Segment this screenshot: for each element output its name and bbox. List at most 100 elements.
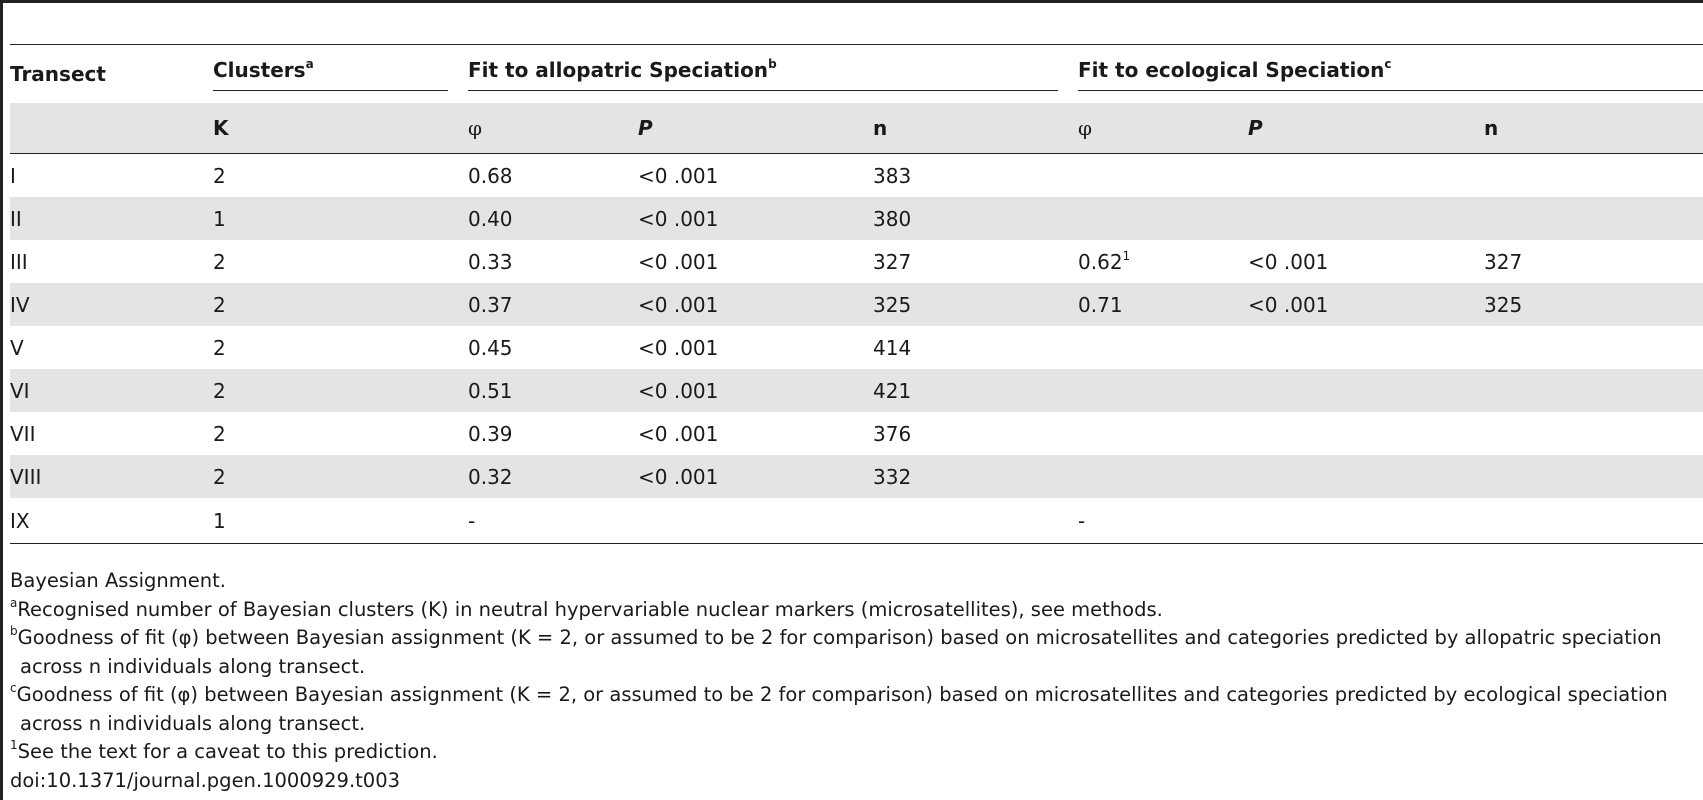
cell-p-allopatric: <0 .001 — [638, 412, 873, 455]
cell-p-ecological: <0 .001 — [1248, 240, 1484, 283]
cell-phi-ecological-value: - — [1078, 508, 1086, 533]
table-footnotes: Bayesian Assignment. aRecognised number … — [10, 567, 1668, 795]
footnote-b-continuation: across n individuals along transect. — [20, 654, 366, 678]
left-border-rule — [0, 0, 3, 800]
cell-transect: IV — [10, 283, 213, 326]
cell-k-value: 2 — [213, 378, 226, 403]
cell-transect-value: VI — [10, 378, 30, 403]
footnote-1-mark: 1 — [10, 738, 18, 752]
cell-n-ecological-value: 327 — [1484, 249, 1523, 274]
header-clusters-label: Clusters — [213, 57, 306, 82]
cell-phi-allopatric: 0.40 — [468, 197, 638, 240]
cell-phi-allopatric-value: - — [468, 508, 476, 533]
cell-n-allopatric: 380 — [873, 197, 1079, 240]
cell-phi-ecological: - — [1078, 498, 1249, 544]
cell-k-value: 2 — [213, 292, 226, 317]
cell-n-ecological — [1484, 455, 1703, 498]
header-row-groups: Transect Clustersa Fit to allopatric Spe… — [10, 44, 1703, 103]
cell-n-ecological: 327 — [1484, 240, 1703, 283]
cell-phi-allopatric-value: 0.33 — [468, 249, 513, 274]
cell-p-allopatric-value: <0 .001 — [638, 421, 719, 446]
header-transect-label: Transect — [10, 62, 106, 86]
table-row: IV 2 0.37 <0 .001 325 0.71 <0 .001 325 — [10, 283, 1703, 326]
table-row: V 2 0.45 <0 .001 414 — [10, 326, 1703, 369]
cell-phi-ecological — [1078, 369, 1249, 412]
cell-phi-allopatric: - — [468, 498, 638, 544]
subheader-n-ecological: n — [1484, 103, 1703, 154]
cell-k: 2 — [213, 283, 468, 326]
cell-n-allopatric-value: 325 — [873, 292, 912, 317]
cell-p-allopatric: <0 .001 — [638, 455, 873, 498]
cell-p-allopatric-value: <0 .001 — [638, 163, 719, 188]
cell-p-allopatric-value: <0 .001 — [638, 292, 719, 317]
cell-p-ecological — [1248, 455, 1485, 498]
cell-p-ecological — [1248, 154, 1484, 198]
cell-p-allopatric: <0 .001 — [638, 197, 873, 240]
header-transect: Transect — [10, 44, 213, 103]
header-clusters: Clustersa — [213, 44, 468, 103]
cell-p-allopatric-value: <0 .001 — [638, 464, 719, 489]
cell-phi-allopatric: 0.68 — [468, 154, 638, 198]
footnote-a-mark: a — [10, 595, 18, 610]
cell-phi-allopatric: 0.45 — [468, 326, 638, 369]
cell-n-allopatric-value: 421 — [873, 378, 912, 403]
cell-transect: VII — [10, 412, 213, 455]
cell-n-allopatric-value: 332 — [873, 464, 912, 489]
cell-transect: I — [10, 154, 213, 198]
cell-n-ecological — [1484, 498, 1703, 544]
cell-p-allopatric-value: <0 .001 — [638, 335, 719, 360]
table-row: II 1 0.40 <0 .001 380 — [10, 197, 1703, 240]
subheader-p-ecological: P — [1248, 103, 1485, 154]
cell-p-ecological-value: <0 .001 — [1248, 292, 1329, 317]
cell-phi-allopatric-value: 0.45 — [468, 335, 513, 360]
cell-k-value: 2 — [213, 464, 226, 489]
cell-phi-ecological — [1078, 455, 1249, 498]
cell-k-value: 1 — [213, 206, 226, 231]
cell-p-allopatric — [638, 498, 873, 544]
cell-transect: V — [10, 326, 213, 369]
cell-p-allopatric-value: <0 .001 — [638, 249, 719, 274]
cell-phi-ecological — [1078, 326, 1248, 369]
cell-transect: VI — [10, 369, 213, 412]
header-allopatric-label: Fit to allopatric Speciation — [468, 57, 769, 82]
cell-phi-ecological — [1078, 412, 1248, 455]
table-caption: Bayesian Assignment. — [10, 569, 226, 592]
cell-phi-ecological: 0.71 — [1078, 283, 1249, 326]
table-row: I 2 0.68 <0 .001 383 — [10, 154, 1703, 198]
cell-transect-value: VIII — [10, 464, 42, 489]
subheader-empty — [10, 103, 213, 154]
header-ecological-label: Fit to ecological Speciation — [1078, 57, 1385, 82]
cell-transect-value: III — [10, 249, 28, 274]
footnote-c: cGoodness of fit (φ) between Bayesian as… — [10, 681, 1668, 710]
subheader-phi-ecological: φ — [1078, 103, 1249, 154]
footnote-1-text: See the text for a caveat to this predic… — [17, 740, 438, 763]
subheader-phi-allopatric: φ — [468, 103, 638, 154]
cell-transect-value: I — [10, 163, 16, 188]
cell-n-allopatric-value: 327 — [873, 249, 912, 274]
cell-phi-allopatric-value: 0.68 — [468, 163, 513, 188]
cell-phi-ecological — [1078, 197, 1249, 240]
cell-k-value: 1 — [213, 508, 226, 533]
cell-p-allopatric: <0 .001 — [638, 283, 873, 326]
header-allopatric: Fit to allopatric Speciationb — [468, 44, 1079, 103]
table-row: III 2 0.33 <0 .001 327 0.621 <0 .001 327 — [10, 240, 1703, 283]
subheader-k: K — [213, 103, 468, 154]
cell-p-ecological — [1248, 326, 1484, 369]
cell-n-allopatric — [873, 498, 1079, 544]
cell-k: 1 — [213, 498, 468, 544]
cell-phi-allopatric-value: 0.51 — [468, 378, 513, 403]
cell-n-ecological: 325 — [1484, 283, 1703, 326]
cell-p-ecological — [1248, 369, 1485, 412]
cell-k-value: 2 — [213, 163, 226, 188]
results-table-container: Transect Clustersa Fit to allopatric Spe… — [10, 44, 1703, 544]
cell-k: 2 — [213, 326, 468, 369]
top-border-rule — [0, 0, 1703, 3]
cell-transect: IX — [10, 498, 213, 544]
footnote-a: aRecognised number of Bayesian clusters … — [10, 596, 1668, 625]
cell-phi-allopatric-value: 0.32 — [468, 464, 513, 489]
cell-p-allopatric-value: <0 .001 — [638, 206, 719, 231]
doi-link[interactable]: doi:10.1371/journal.pgen.1000929.t003 — [10, 768, 401, 792]
cell-n-ecological — [1484, 412, 1703, 455]
cell-k: 1 — [213, 197, 468, 240]
header-allopatric-group: Fit to allopatric Speciationb — [468, 57, 1059, 91]
